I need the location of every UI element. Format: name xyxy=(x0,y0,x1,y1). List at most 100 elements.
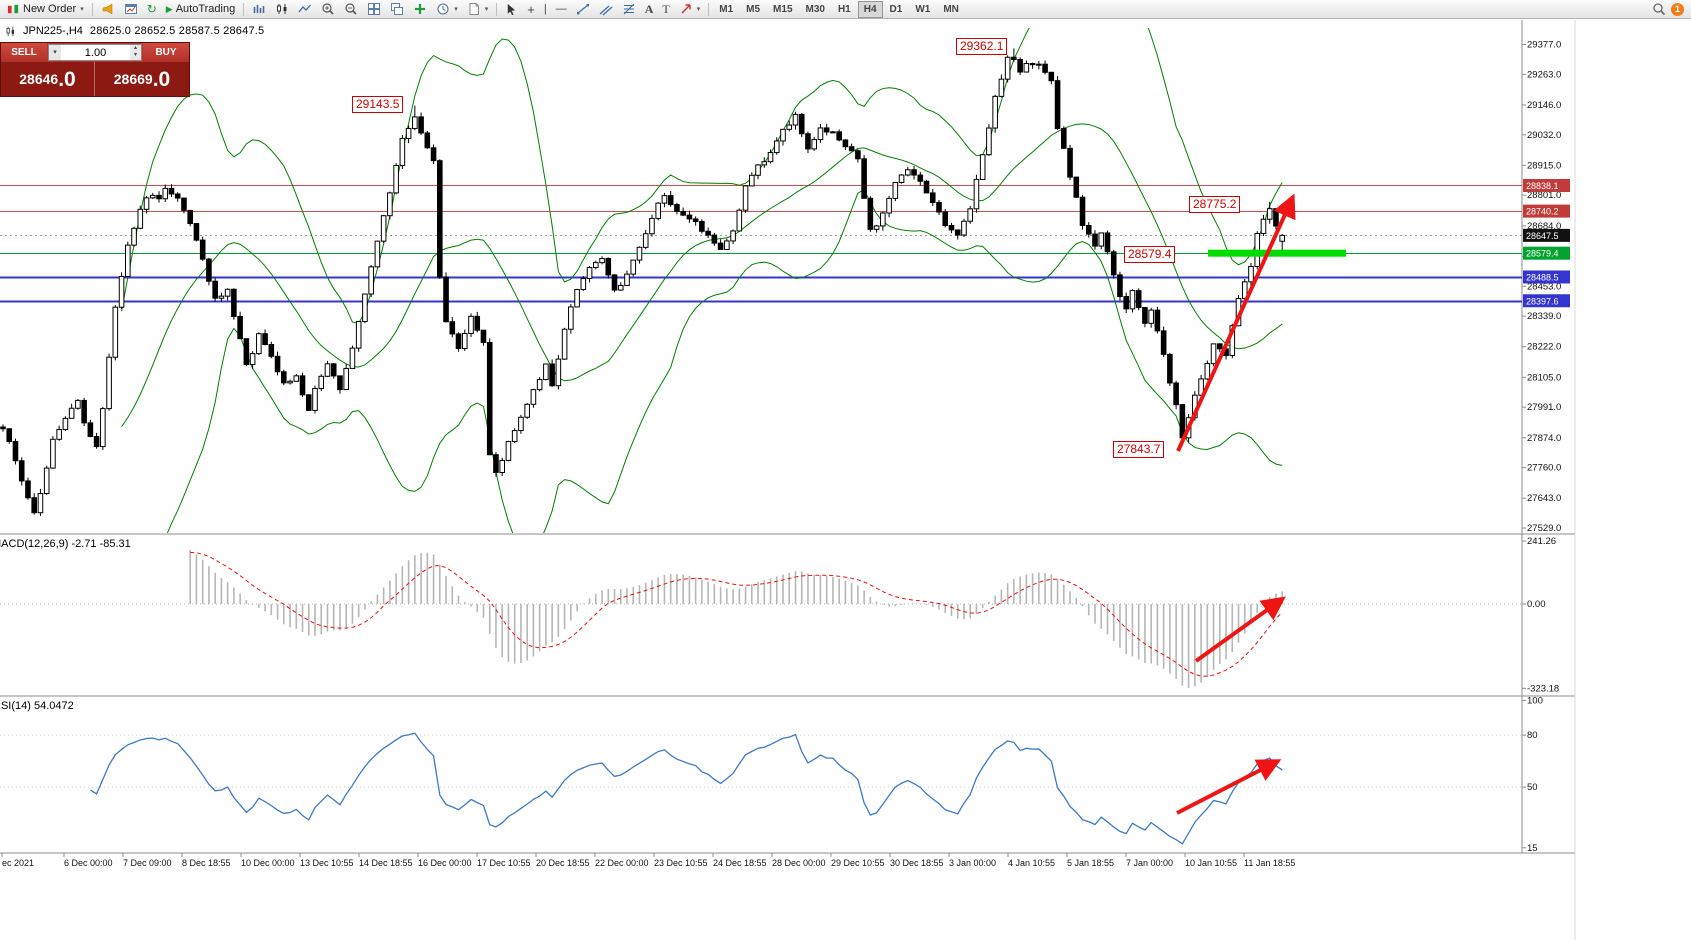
buy-price-main: 28669 xyxy=(113,71,153,87)
volume-up-button[interactable]: ▴ xyxy=(133,45,137,51)
timeframe-button-m15[interactable]: M15 xyxy=(767,1,798,18)
timeframe-button-h4[interactable]: H4 xyxy=(857,0,883,18)
volume-control[interactable]: ▾ ▴ ▾ xyxy=(48,44,142,61)
price-callout[interactable]: 29362.1 xyxy=(956,38,1008,55)
price-callout[interactable]: 27843.7 xyxy=(1113,441,1165,458)
bar-chart-button[interactable] xyxy=(248,1,270,18)
time-axis-label: 17 Dec 10:55 xyxy=(477,858,531,868)
bollinger-bands xyxy=(121,28,1283,533)
cascade-windows-button[interactable] xyxy=(386,1,408,18)
rsi-indicator-label: RSI(14) 54.0472 xyxy=(0,700,74,712)
time-axis-label: 23 Dec 10:55 xyxy=(654,858,708,868)
candlestick-icon xyxy=(277,4,287,14)
y-axis-label: 28339.0 xyxy=(1527,311,1561,322)
search-button[interactable] xyxy=(1648,1,1670,18)
toolbar-separator xyxy=(243,2,245,16)
time-axis-label: 22 Dec 00:00 xyxy=(595,858,649,868)
buy-price[interactable]: 28669.0 xyxy=(95,62,189,96)
arrows-shapes-button[interactable]: ▾ xyxy=(675,1,705,18)
symbol-candle-icon xyxy=(6,26,15,36)
text-icon: A xyxy=(644,1,654,16)
timeframe-button-m30[interactable]: M30 xyxy=(800,1,831,18)
main-toolbar: New Order ▾ ↻ ▶ AutoTrading xyxy=(0,0,1691,19)
megaphone-button[interactable] xyxy=(97,1,119,18)
trend-arrow-macd[interactable] xyxy=(1194,596,1286,663)
channel-button[interactable] xyxy=(595,1,617,18)
text-button[interactable]: A xyxy=(641,1,658,18)
trendline-button[interactable] xyxy=(572,1,594,18)
sell-price[interactable]: 28646.0 xyxy=(1,62,95,96)
chart-area[interactable]: 29377.0 29263.0 29146.0 29032.0 28915.0 28801… xyxy=(0,20,1691,940)
zoom-out-icon xyxy=(345,3,357,15)
rsi-axis-label: 50 xyxy=(1527,782,1538,793)
zoom-out-button[interactable] xyxy=(340,1,362,18)
timeframe-button-h1[interactable]: H1 xyxy=(832,1,857,18)
tile-windows-button[interactable] xyxy=(363,1,385,18)
timeframe-button-w1[interactable]: W1 xyxy=(909,1,936,18)
refresh-button[interactable]: ↻ xyxy=(143,1,161,18)
price-scale-tag xyxy=(1523,228,1570,242)
sell-price-main: 28646 xyxy=(19,71,59,87)
y-axis-label: 28915.0 xyxy=(1527,160,1561,171)
fibonacci-button[interactable] xyxy=(618,1,640,18)
price-scale-tag-label: 28740.2 xyxy=(1526,207,1559,217)
toolbar-separator xyxy=(91,2,93,16)
zoom-in-button[interactable] xyxy=(317,1,339,18)
notification-badge[interactable]: 1 xyxy=(1671,2,1684,16)
text-label-button[interactable]: T xyxy=(658,1,673,18)
toolbar-separator xyxy=(708,2,710,16)
periods-button[interactable]: ▾ xyxy=(432,1,462,18)
time-axis-label: 7 Jan 00:00 xyxy=(1126,858,1173,868)
y-axis-label: 28801.0 xyxy=(1527,190,1561,201)
volume-input[interactable] xyxy=(61,46,130,59)
template-icon xyxy=(469,3,479,15)
autotrading-button[interactable]: ▶ AutoTrading xyxy=(162,1,239,18)
price-callout[interactable]: 28775.2 xyxy=(1189,196,1241,213)
y-axis-label: 29377.0 xyxy=(1527,39,1561,50)
green-level-bar[interactable] xyxy=(1208,249,1346,257)
timeframe-button-m5[interactable]: M5 xyxy=(740,1,766,18)
trend-arrow-price[interactable] xyxy=(1176,193,1296,452)
one-click-trading-panel: SELL ▾ ▴ ▾ BUY 28646.0 28669.0 xyxy=(0,42,190,97)
line-chart-button[interactable] xyxy=(294,1,316,18)
symbol-ohlc-values: 28625.0 28652.5 28587.5 28647.5 xyxy=(89,25,265,37)
trade-panel-prices: 28646.0 28669.0 xyxy=(1,62,189,96)
price-callout[interactable]: 28579.4 xyxy=(1124,246,1176,263)
vertical-line-button[interactable]: | xyxy=(540,1,551,18)
time-axis-label: 10 Dec 00:00 xyxy=(241,858,295,868)
indicators-button[interactable] xyxy=(409,1,431,18)
volume-down-button[interactable]: ▾ xyxy=(133,52,137,58)
buy-button[interactable]: BUY xyxy=(143,43,189,62)
y-axis-label: 28453.0 xyxy=(1527,281,1561,292)
time-axis-label: 16 Dec 00:00 xyxy=(418,858,472,868)
candlestick-series xyxy=(0,48,1286,516)
templates-button[interactable]: ▾ xyxy=(463,1,493,18)
macd-indicator-label: MACD(12,26,9) -2.71 -85.31 xyxy=(0,538,131,550)
price-callout[interactable]: 29143.5 xyxy=(352,96,404,113)
sell-button[interactable]: SELL xyxy=(1,43,47,62)
trend-arrow-rsi[interactable] xyxy=(1176,759,1282,815)
cursor-button[interactable] xyxy=(501,1,522,18)
timeframe-button-m1[interactable]: M1 xyxy=(713,1,739,18)
sell-price-pips: .0 xyxy=(58,67,76,91)
crosshair-button[interactable]: + xyxy=(523,1,539,18)
candlestick-chart-button[interactable] xyxy=(271,1,293,18)
fibonacci-icon xyxy=(623,3,635,15)
macd-axis-label: 241.26 xyxy=(1527,536,1556,547)
volume-dropdown-icon[interactable]: ▾ xyxy=(49,45,61,60)
macd-axis-label: -323.18 xyxy=(1527,683,1559,694)
new-order-button[interactable]: New Order ▾ xyxy=(3,1,88,18)
drawn-objects[interactable] xyxy=(1176,193,1346,815)
horizontal-line-icon: — xyxy=(555,2,567,15)
time-axis-label: 29 Dec 10:55 xyxy=(831,858,885,868)
autotrading-label: AutoTrading xyxy=(175,3,236,15)
arrow-shape-icon xyxy=(681,4,691,14)
chevron-down-icon: ▾ xyxy=(454,6,458,13)
refresh-icon: ↻ xyxy=(146,1,157,16)
timeframe-button-mn[interactable]: MN xyxy=(937,1,965,18)
horizontal-line-button[interactable]: — xyxy=(552,1,571,18)
price-scale-tag-label: 28488.5 xyxy=(1526,272,1559,282)
timeframe-button-d1[interactable]: D1 xyxy=(884,1,909,18)
horizontal-level-lines[interactable] xyxy=(0,185,1522,303)
chart-window-button[interactable] xyxy=(120,1,142,18)
